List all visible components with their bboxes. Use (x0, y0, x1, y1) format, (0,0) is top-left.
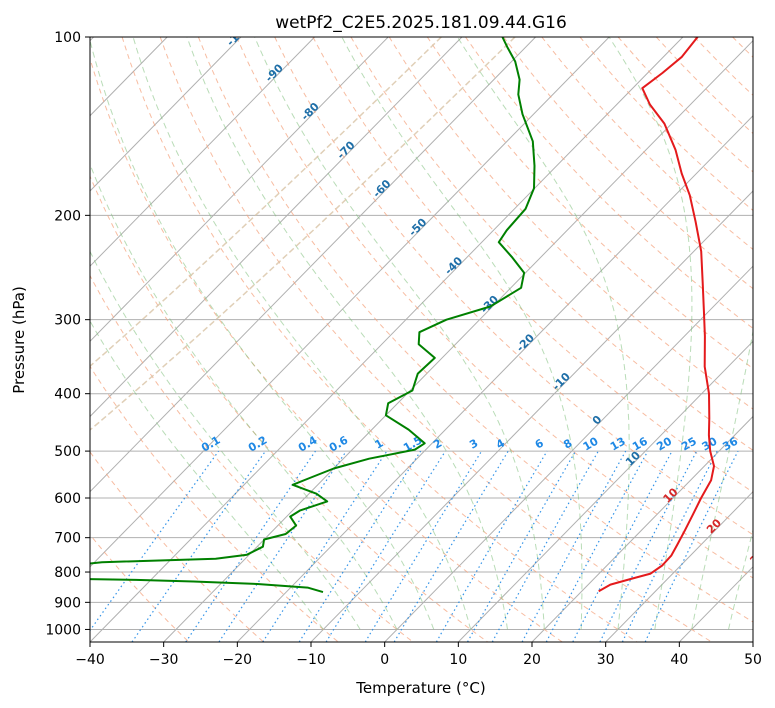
moist-adiabat-line (132, 37, 472, 630)
moist-adiabat-line (608, 37, 693, 630)
moist-adiabat-line (456, 37, 630, 630)
chart-title: wetPf2_C2E5.2025.181.09.44.G16 (275, 13, 567, 33)
dry-adiabat-line (274, 37, 753, 536)
isotherm-line (90, 37, 242, 192)
moist-adiabat-line (90, 250, 361, 630)
profile-series (90, 37, 715, 594)
y-tick-label: 300 (54, 313, 81, 329)
dry-adiabat-line (159, 37, 712, 642)
mixing-ratio-line (185, 450, 316, 642)
x-tick-label: −40 (75, 652, 105, 668)
moist-adiabat-line (691, 329, 753, 630)
y-tick-label: 400 (54, 387, 81, 403)
dry-adiabat-line (503, 37, 753, 290)
isotherm-line (236, 115, 753, 642)
moist-adiabat-line (90, 38, 435, 630)
dry-adiabat-line (197, 37, 753, 623)
mixing-ratio-line (262, 450, 388, 642)
mixing-ratio-line (325, 450, 446, 642)
mixing-ratio-line (521, 450, 627, 642)
isotherm-line (90, 37, 684, 642)
isotherm-line (605, 490, 753, 642)
isotherm-line (90, 37, 610, 568)
x-tick-label: 40 (670, 652, 688, 668)
dry-adiabat-line (90, 274, 414, 642)
y-tick-label: 900 (54, 595, 81, 611)
dry-adiabat-line (90, 175, 488, 642)
moist-adiabat-line (90, 320, 324, 630)
dry-adiabat-line (236, 37, 753, 579)
isotherm-line (163, 39, 753, 642)
y-tick-label: 100 (54, 30, 81, 46)
y-tick-label: 800 (54, 565, 81, 581)
y-tick-label: 500 (54, 444, 81, 460)
dry-adiabat-line (426, 37, 753, 370)
y-axis-title: Pressure (hPa) (10, 286, 28, 394)
mixing-ratio-line (644, 450, 739, 642)
mixing-ratio-line (393, 450, 509, 642)
mixing-ratio-line (545, 450, 649, 642)
isotherm-line (384, 265, 753, 642)
dry-adiabat-line (90, 533, 190, 642)
y-tick-label: 200 (54, 208, 81, 224)
dry-adiabat-line (465, 37, 753, 329)
isotherm-line (531, 415, 753, 642)
mixing-ratio-line (298, 450, 422, 642)
x-tick-label: 50 (744, 652, 762, 668)
dewpoint-profile-line (90, 37, 536, 594)
dry-adiabat-line (121, 37, 638, 642)
mixing-ratio-line (90, 450, 220, 632)
isotherm-line (90, 37, 536, 493)
y-tick-label: 1000 (45, 622, 81, 638)
moist-adiabat-line (728, 528, 753, 630)
mixing-ratio-line (621, 450, 718, 642)
dry-adiabat-line (312, 37, 753, 493)
isotherm-line (90, 37, 315, 267)
moist-adiabat-line (341, 37, 583, 630)
isotherm-line (90, 37, 463, 418)
y-axis-ticks: 100 200 300 400 500 600 700 800 900 1000 (45, 30, 90, 638)
mixing-ratio-line (364, 450, 483, 642)
isotherm-line (457, 340, 753, 642)
dry-adiabat-label: -100 (224, 20, 253, 49)
mixing-ratio-line (435, 450, 548, 642)
curved-reference-line (90, 37, 442, 368)
y-tick-label: 600 (54, 491, 81, 507)
curved-reference-line (90, 37, 516, 431)
isotherm-line (90, 37, 389, 343)
background-reference-lines (90, 37, 753, 642)
dry-adiabat-line (388, 37, 753, 410)
y-tick-label: 700 (54, 531, 81, 547)
x-tick-label: −30 (149, 652, 179, 668)
x-tick-label: 20 (523, 652, 541, 668)
moist-adiabat-label: 30 (747, 547, 767, 567)
mixing-ratio-line (218, 450, 347, 642)
x-tick-label: 10 (449, 652, 467, 668)
moist-adiabat-line (254, 37, 545, 630)
mixing-ratio-line (131, 450, 266, 642)
x-tick-label: −20 (223, 652, 253, 668)
x-tick-label: −10 (296, 652, 326, 668)
moist-adiabat-line (186, 37, 508, 630)
temperature-profile-line (598, 37, 715, 593)
x-axis-ticks: −40 −30 −20 −10 0 10 20 30 40 50 (75, 642, 762, 668)
x-tick-label: 30 (597, 652, 615, 668)
plot-frame (89, 36, 754, 643)
x-tick-label: 0 (380, 652, 389, 668)
x-axis-title: Temperature (°C) (355, 679, 485, 697)
